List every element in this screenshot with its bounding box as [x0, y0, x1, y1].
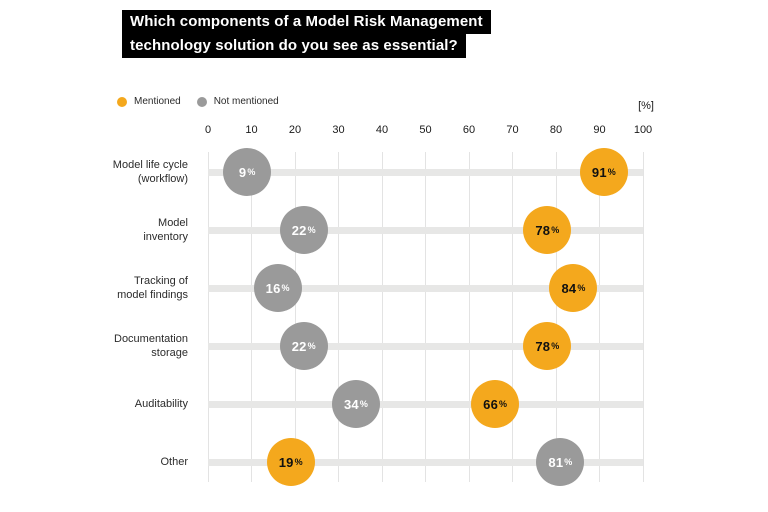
bubble-not-mentioned: 34% — [331, 380, 380, 428]
bubble-not-mentioned: 16% — [253, 264, 302, 312]
vertical-gridline — [425, 152, 426, 482]
row-track — [208, 458, 643, 466]
legend-label: Mentioned — [134, 96, 181, 107]
legend-label: Not mentioned — [213, 96, 279, 107]
row-track — [208, 400, 643, 408]
bubble-value: 91 — [591, 164, 607, 180]
x-tick-label: 30 — [332, 124, 345, 136]
bubble-value: 22 — [291, 338, 307, 354]
bubble-value: 16 — [265, 280, 281, 296]
vertical-gridline — [207, 152, 209, 482]
x-tick-label: 20 — [288, 124, 302, 136]
bubble-percent-sign: % — [551, 341, 560, 351]
category-label: Model inventory — [143, 217, 188, 243]
x-tick-label: 0 — [204, 124, 212, 136]
legend-item: Not mentioned — [196, 96, 279, 107]
axis-unit-label: [%] — [638, 100, 654, 112]
bubble-percent-sign: % — [499, 399, 508, 409]
bubble-mentioned: 66% — [471, 380, 520, 428]
category-label: Model life cycle (workflow) — [112, 159, 188, 185]
bubble-value: 19 — [278, 454, 294, 470]
x-tick-label: 70 — [506, 124, 519, 136]
x-tick-label: 90 — [593, 124, 606, 136]
bubble-percent-sign: % — [307, 225, 316, 235]
bubble-percent-sign: % — [607, 167, 616, 177]
bubble-percent-sign: % — [564, 457, 573, 467]
bubble-percent-sign: % — [577, 283, 586, 293]
vertical-gridline — [294, 152, 296, 482]
vertical-gridline — [599, 152, 600, 482]
bubble-value: 81 — [548, 454, 564, 470]
bubble-not-mentioned: 22% — [279, 322, 328, 370]
chart-title: Which components of a Model Risk Managem… — [122, 10, 491, 58]
vertical-gridline — [251, 152, 252, 482]
x-tick-label: 100 — [633, 124, 653, 136]
bubble-percent-sign: % — [307, 341, 316, 351]
bubble-value: 84 — [561, 280, 577, 296]
x-tick-label: 80 — [549, 124, 563, 136]
bubble-value: 66 — [483, 396, 499, 412]
bubble-not-mentioned: 9% — [223, 148, 272, 196]
bubble-mentioned: 19% — [266, 438, 315, 486]
legend: Mentioned Not mentioned — [117, 96, 279, 107]
bubble-value: 34 — [343, 396, 359, 412]
bubble-percent-sign: % — [551, 225, 560, 235]
vertical-gridline — [468, 152, 470, 482]
bubble-percent-sign: % — [281, 283, 290, 293]
bubble-percent-sign: % — [247, 167, 256, 177]
vertical-gridline — [338, 152, 339, 482]
vertical-gridline — [555, 152, 557, 482]
vertical-gridline — [512, 152, 513, 482]
bubble-value: 78 — [535, 222, 551, 238]
bubble-value: 78 — [535, 338, 551, 354]
bubble-value: 9 — [238, 164, 247, 180]
legend-dot-icon — [196, 96, 207, 107]
legend-item: Mentioned — [117, 96, 181, 107]
bubble-mentioned: 78% — [523, 206, 572, 254]
x-tick-label: 10 — [245, 124, 258, 136]
x-axis: 0 10 20 30 40 50 60 70 80 90 100 — [204, 124, 652, 138]
category-label: Documentation storage — [114, 333, 188, 359]
chart-title-line-2: technology solution do you see as essent… — [122, 34, 466, 58]
bubble-value: 22 — [291, 222, 307, 238]
x-tick-label: 40 — [375, 124, 389, 136]
x-tick-label: 60 — [462, 124, 476, 136]
bubble-not-mentioned: 22% — [279, 206, 328, 254]
row-track — [208, 284, 643, 292]
bubble-mentioned: 91% — [579, 148, 628, 196]
bubble-mentioned: 78% — [523, 322, 572, 370]
category-label: Other — [160, 456, 188, 468]
category-label: Tracking of model findings — [117, 275, 188, 301]
category-labels: Model life cycle (workflow) Model inventory… — [60, 152, 188, 482]
bubble-not-mentioned: 81% — [536, 438, 585, 486]
bubble-percent-sign: % — [359, 399, 368, 409]
row-track — [208, 226, 643, 234]
x-tick-label: 50 — [419, 124, 432, 136]
legend-dot-icon — [117, 96, 127, 107]
chart-title-line-1: Which components of a Model Risk Managem… — [122, 10, 491, 34]
row-track — [208, 168, 643, 176]
plot-area: 91% 9% 78% 22% 84% 16% 78% 22% 66% 34% 19% 81% — [207, 148, 644, 486]
bubble-mentioned: 84% — [549, 264, 598, 312]
vertical-gridline — [381, 152, 383, 482]
bubble-percent-sign: % — [294, 457, 303, 467]
row-track — [208, 342, 643, 350]
category-label: Auditability — [134, 398, 188, 410]
vertical-gridline — [642, 152, 644, 482]
